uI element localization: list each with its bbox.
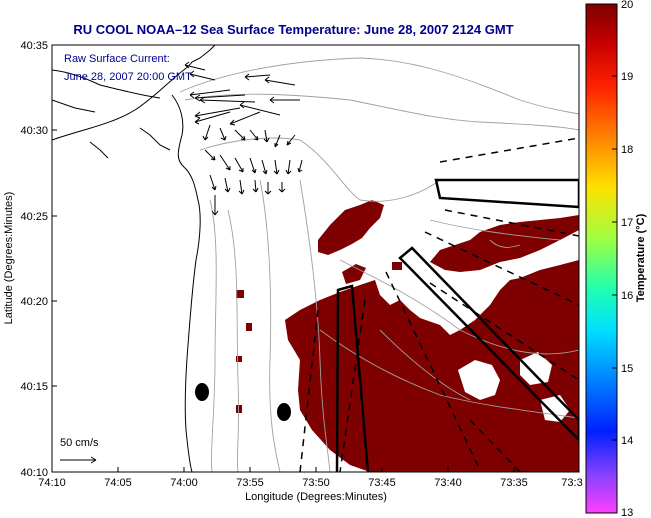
x-tick-label: 73:45: [368, 477, 396, 489]
x-axis-label: Longitude (Degrees:Minutes): [245, 491, 387, 503]
x-tick-label: 74:05: [104, 477, 132, 489]
x-tick-label: 73:55: [236, 477, 264, 489]
cloud-gaps: [372, 230, 570, 422]
y-tick-label: 40:25: [20, 211, 48, 223]
radar-site-1: [195, 383, 209, 401]
colorbar-tick-label: 18: [621, 144, 633, 156]
x-tick-label: 73:40: [434, 477, 462, 489]
surface-current-vectors: [60, 61, 303, 464]
colorbar-label: Temperature (°C): [635, 213, 647, 302]
colorbar-ticks: [612, 75, 617, 441]
transect-outlines: [335, 178, 579, 472]
y-tick-label: 40:20: [20, 296, 48, 308]
current-note-line1: Raw Surface Current:: [64, 53, 170, 65]
y-tick-label: 40:15: [20, 381, 48, 393]
bathymetry-contours: [179, 57, 579, 472]
y-tick-label: 40:35: [20, 40, 48, 52]
x-tick-label: 73:3: [561, 477, 582, 489]
colorbar-tick-label: 17: [621, 217, 633, 229]
radar-site-2: [277, 403, 291, 421]
current-note-line2: June 28, 2007 20:00 GMT: [64, 71, 192, 83]
colorbar: [585, 3, 618, 514]
map-title: RU COOL NOAA–12 Sea Surface Temperature:…: [73, 22, 514, 37]
sst-patch-small-2: [246, 323, 252, 331]
colorbar-tick-label: 15: [621, 363, 633, 375]
x-tick-label: 74:10: [38, 477, 66, 489]
x-tick-marks: [51, 467, 580, 472]
x-tick-label: 73:50: [302, 477, 330, 489]
colorbar-tick-label: 13: [621, 507, 633, 518]
scale-arrow: [60, 456, 97, 464]
sst-patch-small-7: [392, 262, 402, 270]
sst-patch-small-4: [236, 405, 242, 413]
x-tick-label: 74:00: [170, 477, 198, 489]
colorbar-tick-label: 16: [621, 290, 633, 302]
colorbar-tick-label: 20: [621, 0, 633, 11]
sst-patch-north: [318, 200, 384, 255]
sst-patch-mid: [342, 264, 366, 284]
y-axis-label: Latitude (Degrees:Minutes): [3, 192, 15, 325]
sst-patch-small-5: [300, 365, 308, 373]
y-tick-label: 40:10: [20, 467, 48, 479]
colorbar-tick-label: 19: [621, 71, 633, 83]
colorbar-tick-label: 14: [621, 435, 633, 447]
sst-patch-small-6: [300, 395, 306, 401]
y-tick-label: 40:30: [20, 125, 48, 137]
scale-label: 50 cm/s: [60, 437, 99, 449]
dashed-boundaries: [299, 137, 579, 472]
x-tick-label: 73:35: [500, 477, 528, 489]
y-tick-marks: [52, 44, 57, 473]
sst-patch-small-3: [236, 356, 242, 362]
sst-patch-small-1: [236, 290, 244, 298]
